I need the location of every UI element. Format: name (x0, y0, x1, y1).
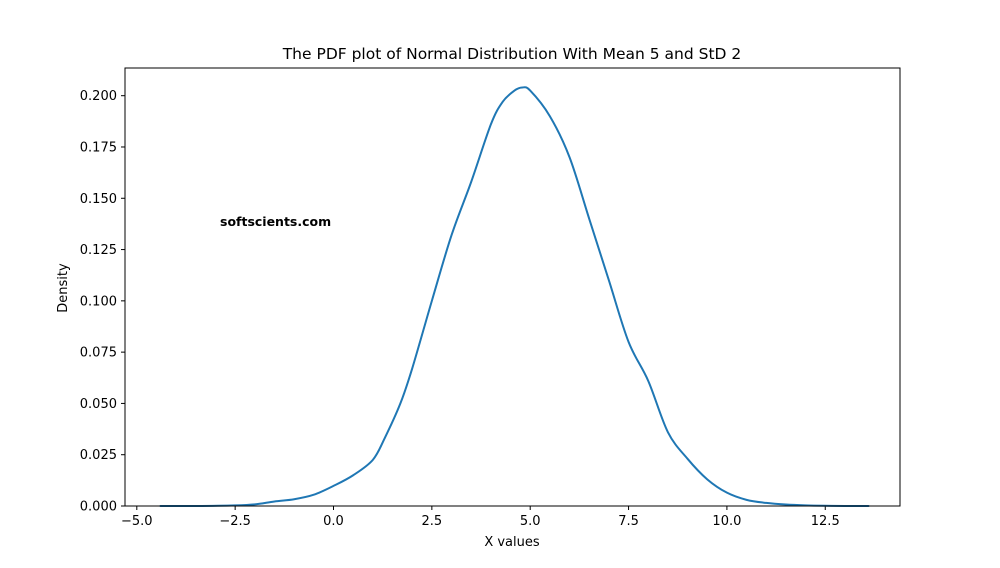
chart-title: The PDF plot of Normal Distribution With… (282, 45, 742, 63)
y-tick-label: 0.200 (80, 89, 117, 104)
x-tick-label: 7.5 (618, 514, 639, 529)
plot-area-frame (124, 67, 901, 507)
series-layer (159, 86, 870, 508)
x-tick-label: 2.5 (422, 514, 443, 529)
y-tick-label: 0.000 (80, 500, 117, 515)
x-tick-label: 10.0 (712, 514, 741, 529)
x-tick-label: 5.0 (520, 514, 541, 529)
x-tick-label: −2.5 (219, 514, 251, 529)
x-tick-label: −5.0 (121, 514, 153, 529)
y-tick-label: 0.100 (80, 294, 117, 309)
y-tick-label: 0.050 (80, 397, 117, 412)
y-tick-label: 0.175 (80, 140, 117, 155)
y-tick-label: 0.125 (80, 243, 117, 258)
density-curve (159, 86, 870, 508)
x-axis-ticks: −5.0 −2.5 0.0 2.5 5.0 7.5 10.0 12.5 (121, 506, 840, 529)
y-tick-label: 0.150 (80, 192, 117, 207)
y-axis-ticks: 0.000 0.025 0.050 0.075 0.100 0.125 0.150 0.175… (80, 89, 125, 515)
x-tick-label: 12.5 (811, 514, 840, 529)
y-tick-label: 0.075 (80, 346, 117, 361)
y-axis-label: Density (56, 263, 71, 313)
x-tick-label: 0.0 (323, 514, 344, 529)
watermark-text: softscients.com (220, 214, 331, 229)
y-tick-label: 0.025 (80, 448, 117, 463)
x-axis-label: X values (484, 535, 540, 550)
